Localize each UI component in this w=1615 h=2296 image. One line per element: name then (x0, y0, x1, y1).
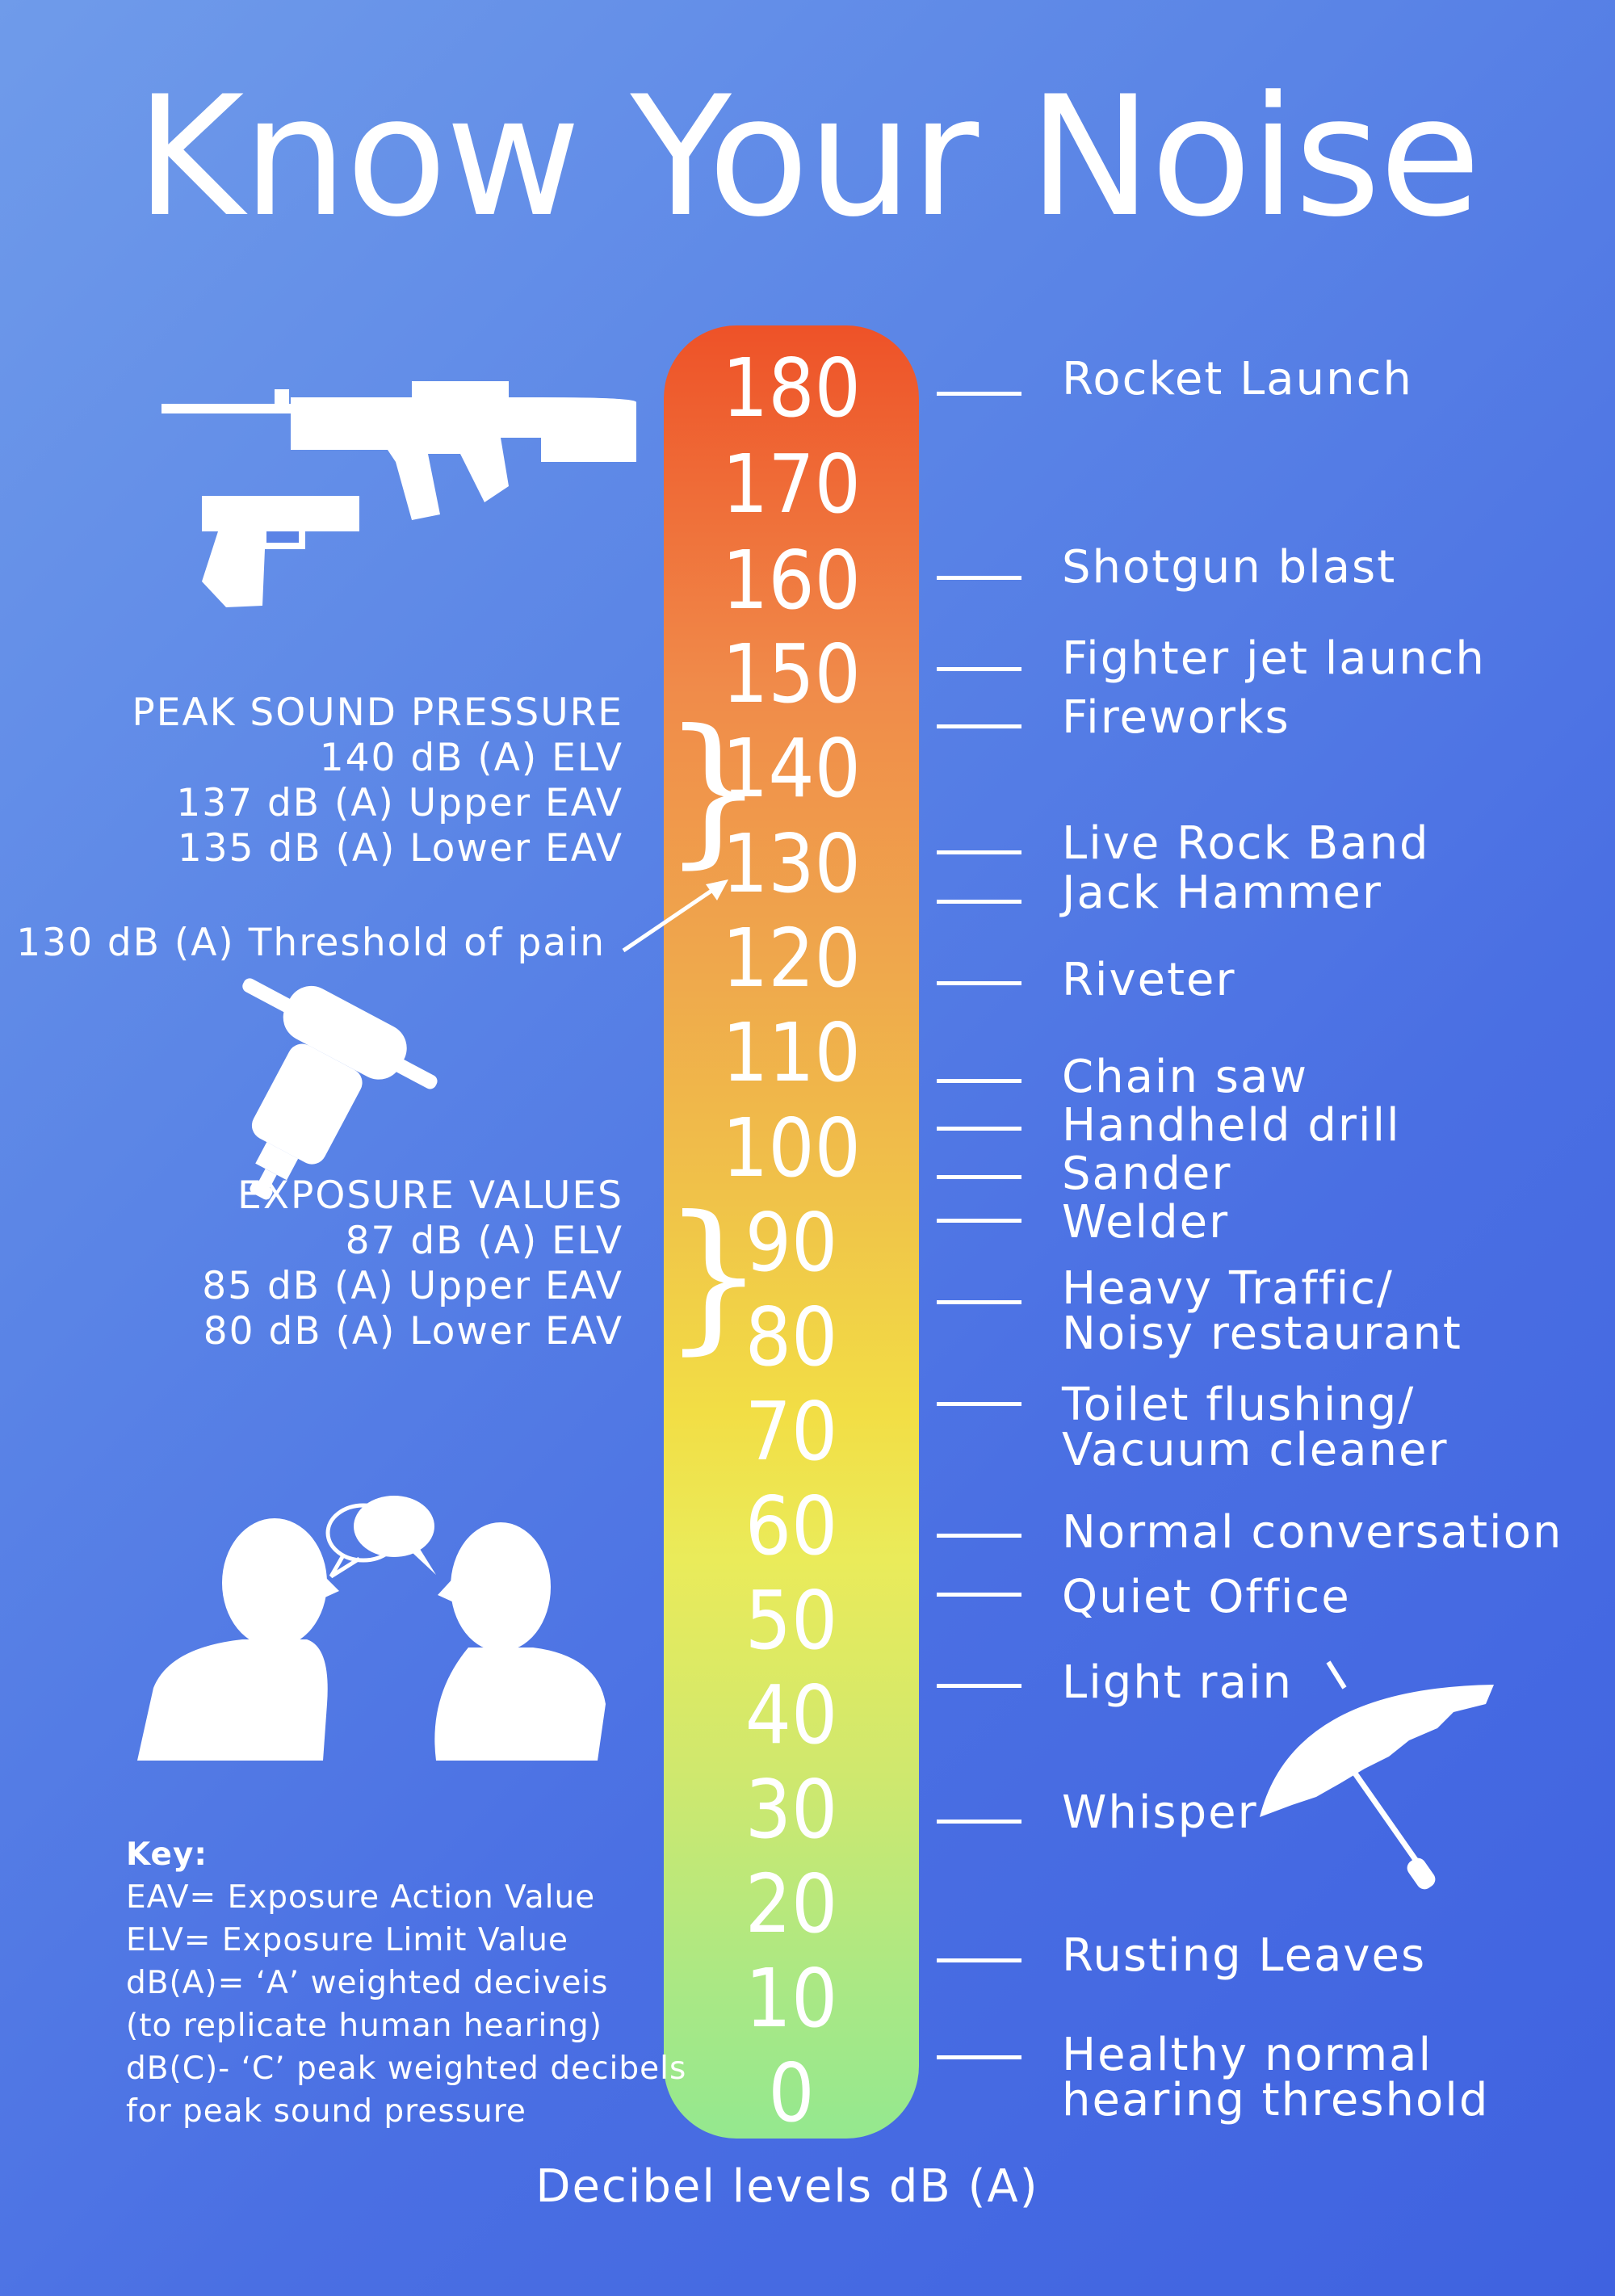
peak-line: 140 dB (A) ELV (319, 736, 623, 780)
key-line: dB(C)- ‘C’ peak weighted decibels (126, 2050, 687, 2087)
scale-value: 150 (722, 627, 861, 721)
tick-mark (937, 2055, 1021, 2059)
jackhammer-icon (242, 978, 438, 1200)
tick-mark (937, 900, 1021, 904)
noise-source-label: Shotgun blast (1062, 541, 1397, 594)
tick-mark (937, 981, 1021, 985)
noise-source-label: Jack Hammer (1062, 867, 1382, 919)
peak-sound-pressure-block: PEAK SOUND PRESSURE 140 dB (A) ELV 137 d… (132, 690, 623, 871)
threshold-arrow-icon (622, 879, 728, 953)
axis-label: Decibel levels dB (A) (535, 2160, 1039, 2213)
tick-mark (937, 1684, 1021, 1688)
noise-source-label: Rocket Launch (1062, 353, 1413, 405)
tick-mark (937, 1402, 1021, 1406)
scale-value: 40 (745, 1668, 838, 1762)
noise-source-label: Toilet flushing/Vacuum cleaner (1062, 1379, 1449, 1476)
noise-source-label: Quiet Office (1062, 1571, 1351, 1623)
scale-value: 130 (722, 816, 861, 911)
noise-source-label: Fighter jet launch (1062, 632, 1486, 685)
peak-line: 137 dB (A) Upper EAV (176, 781, 623, 825)
noise-source-label: Light rain (1062, 1656, 1293, 1709)
key-line: EAV= Exposure Action Value (126, 1879, 596, 1916)
key-legend: Key: EAV= Exposure Action Value ELV= Exp… (126, 1833, 686, 2133)
scale-value: 180 (722, 341, 861, 435)
key-line: (to replicate human hearing) (126, 2008, 602, 2044)
tick-mark (937, 850, 1021, 854)
peak-line: 135 dB (A) Lower EAV (177, 826, 623, 871)
key-line: dB(A)= ‘A’ weighted deciveis (126, 1965, 609, 2001)
scale-value: 160 (722, 533, 861, 628)
noise-source-label: Live Rock Band (1062, 817, 1430, 870)
scale-value: 120 (722, 911, 861, 1005)
noise-source-label: Handheld drill (1062, 1099, 1401, 1152)
tick-mark (937, 1958, 1021, 1962)
tick-mark (937, 1593, 1021, 1597)
scale-value: 50 (745, 1573, 838, 1668)
key-line: for peak sound pressure (126, 2093, 526, 2130)
tick-mark (937, 1300, 1021, 1304)
exposure-heading: EXPOSURE VALUES (237, 1173, 623, 1218)
tick-mark (937, 1820, 1021, 1824)
tick-mark (937, 1127, 1021, 1131)
noise-source-label: Whisper (1062, 1786, 1258, 1839)
tick-mark (937, 667, 1021, 671)
threshold-of-pain-label: 130 dB (A) Threshold of pain (16, 921, 606, 965)
peak-heading: PEAK SOUND PRESSURE (132, 690, 623, 735)
scale-value: 0 (768, 2046, 815, 2140)
scale-value: 60 (745, 1479, 838, 1573)
exposure-values-block: EXPOSURE VALUES 87 dB (A) ELV 85 dB (A) … (202, 1173, 623, 1354)
scale-value: 170 (722, 437, 861, 531)
noise-source-label: Riveter (1062, 954, 1236, 1006)
noise-source-label: Fireworks (1062, 691, 1290, 744)
tick-mark (937, 1079, 1021, 1083)
noise-source-label: Rusting Leaves (1062, 1929, 1427, 1982)
scale-value: 140 (722, 721, 861, 816)
noise-source-label: Chain saw (1062, 1051, 1309, 1103)
scale-value: 70 (745, 1384, 838, 1479)
rifle-icon (162, 381, 636, 520)
key-line: ELV= Exposure Limit Value (126, 1922, 568, 1958)
tick-mark (937, 724, 1021, 728)
umbrella-icon (1260, 1660, 1494, 1890)
noise-source-label: Sander (1062, 1148, 1232, 1200)
exposure-line: 80 dB (A) Lower EAV (203, 1309, 623, 1354)
scale-value: 30 (745, 1762, 838, 1857)
tick-mark (937, 1219, 1021, 1223)
tick-mark (937, 1534, 1021, 1538)
tick-mark (937, 1175, 1021, 1179)
noise-source-label: Welder (1062, 1196, 1230, 1249)
scale-value: 100 (722, 1101, 861, 1195)
key-heading: Key: (126, 1836, 208, 1873)
scale-value: 80 (745, 1290, 838, 1384)
scale-value: 20 (745, 1857, 838, 1951)
scale-value: 10 (745, 1951, 838, 2046)
tick-mark (937, 576, 1021, 580)
page-title: Know Your Noise (135, 61, 1481, 254)
noise-source-label: Heavy Traffic/Noisy restaurant (1062, 1262, 1462, 1360)
noise-source-label: Normal conversation (1062, 1506, 1563, 1559)
decibel-scale-bar (664, 325, 919, 2139)
exposure-brace: } (662, 1182, 766, 1370)
tick-mark (937, 392, 1021, 396)
noise-source-label: Healthy normal hearing threshold (1062, 2029, 1490, 2126)
scale-value: 90 (745, 1195, 838, 1290)
exposure-line: 87 dB (A) ELV (345, 1219, 623, 1263)
pistol-icon (202, 496, 359, 607)
exposure-line: 85 dB (A) Upper EAV (202, 1264, 623, 1308)
peak-brace: } (662, 695, 766, 884)
scale-value: 110 (722, 1005, 861, 1100)
conversation-icon (137, 1496, 606, 1761)
